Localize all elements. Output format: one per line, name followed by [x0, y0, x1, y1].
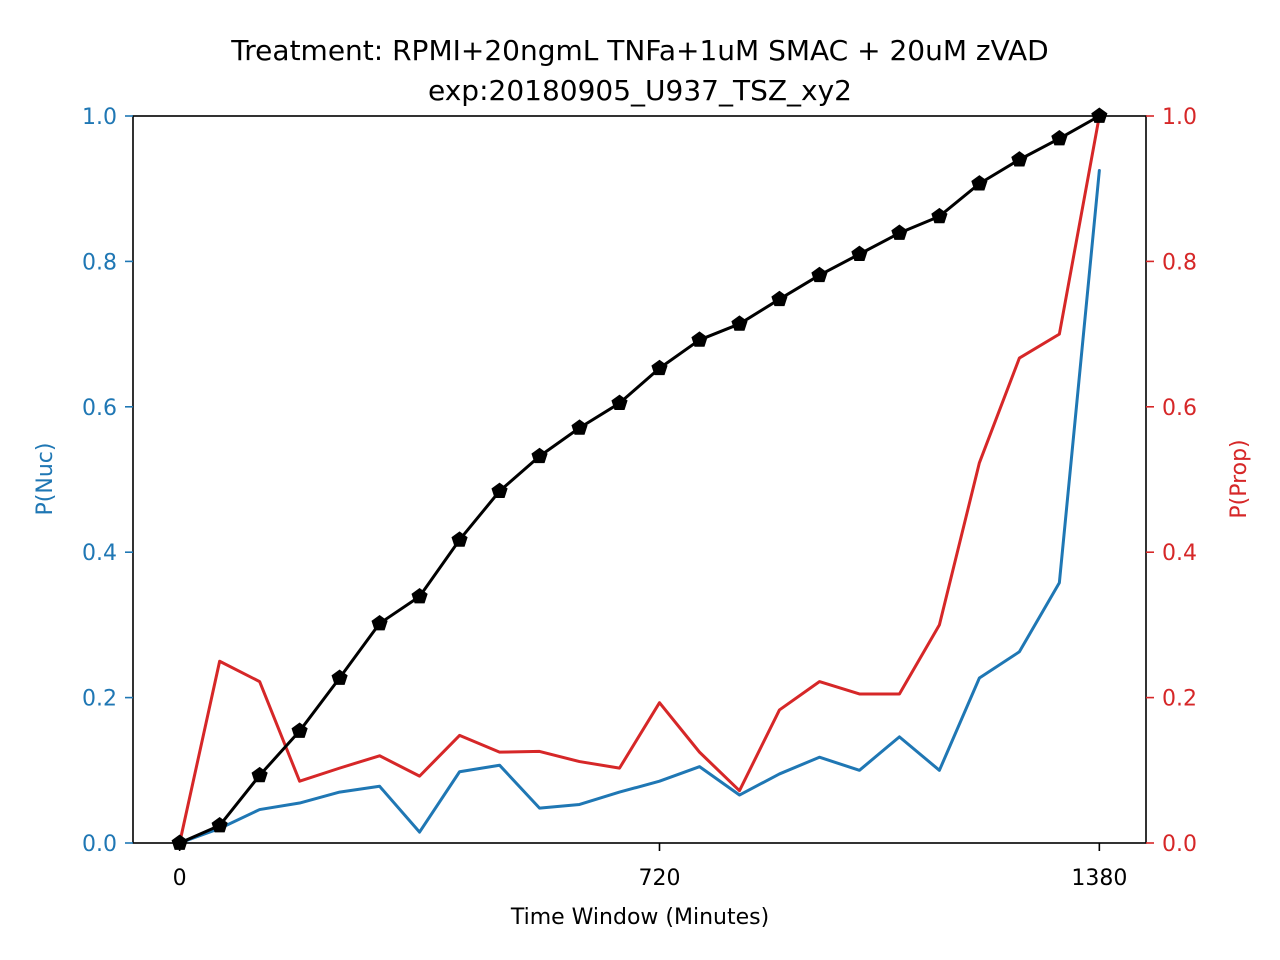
cumulative-marker	[451, 531, 468, 547]
cumulative-marker	[211, 817, 228, 833]
y-right-tick-label: 0.2	[1162, 687, 1197, 712]
cumulative-line	[178, 114, 1101, 845]
y-left-tick-label: 1.0	[82, 105, 117, 130]
x-axis-label: Time Window (Minutes)	[510, 905, 769, 930]
cumulative-marker	[651, 359, 668, 376]
cumulative-marker	[971, 175, 988, 191]
x-tick-label: 1380	[1071, 866, 1127, 891]
cumulative-marker	[331, 669, 348, 685]
cumulative-marker	[371, 614, 388, 631]
cumulative-marker	[171, 834, 188, 850]
cumulative-marker	[931, 207, 948, 224]
cumulative-marker	[811, 266, 828, 283]
y-right-tick-label: 0.8	[1162, 250, 1197, 275]
y-right-tick-label: 0.0	[1162, 832, 1197, 857]
cumulative-marker	[491, 482, 508, 499]
cumulative-marker	[731, 315, 748, 331]
cumulative-marker	[251, 766, 268, 783]
p-prop-line	[178, 114, 1101, 845]
cumulative-marker	[691, 331, 708, 347]
y-axis-left-label: P(Nuc)	[33, 443, 58, 516]
chart-subtitle: exp:20180905_U937_TSZ_xy2	[428, 74, 852, 107]
y-axis-right-label: P(Prop)	[1227, 439, 1252, 518]
cumulative-marker	[291, 722, 308, 738]
cumulative-marker	[851, 245, 868, 262]
chart-title: Treatment: RPMI+20ngmL TNFa+1uM SMAC + 2…	[230, 34, 1048, 67]
cumulative-marker	[1091, 107, 1108, 123]
y-right-tick-label: 0.6	[1162, 396, 1197, 421]
cumulative-marker	[611, 394, 628, 411]
y-left-tick-label: 0.8	[82, 250, 117, 275]
y-left-tick-label: 0.4	[82, 541, 117, 566]
x-tick-label: 0	[173, 866, 187, 891]
cumulative-marker	[571, 419, 588, 435]
y-left-tick-label: 0.2	[82, 687, 117, 712]
cumulative-marker	[531, 447, 548, 464]
x-tick-label: 720	[638, 866, 680, 891]
plot-frame	[132, 115, 1147, 844]
p-nuc-line	[178, 169, 1101, 845]
cumulative-marker	[771, 290, 788, 307]
cumulative-marker	[891, 224, 908, 240]
cumulative-marker	[411, 588, 428, 604]
y-left-tick-label: 0.0	[82, 832, 117, 857]
y-right-tick-label: 1.0	[1162, 105, 1197, 130]
cumulative-marker	[1011, 151, 1028, 167]
y-right-tick-label: 0.4	[1162, 541, 1197, 566]
cumulative-marker	[1051, 130, 1068, 146]
y-left-tick-label: 0.6	[82, 396, 117, 421]
